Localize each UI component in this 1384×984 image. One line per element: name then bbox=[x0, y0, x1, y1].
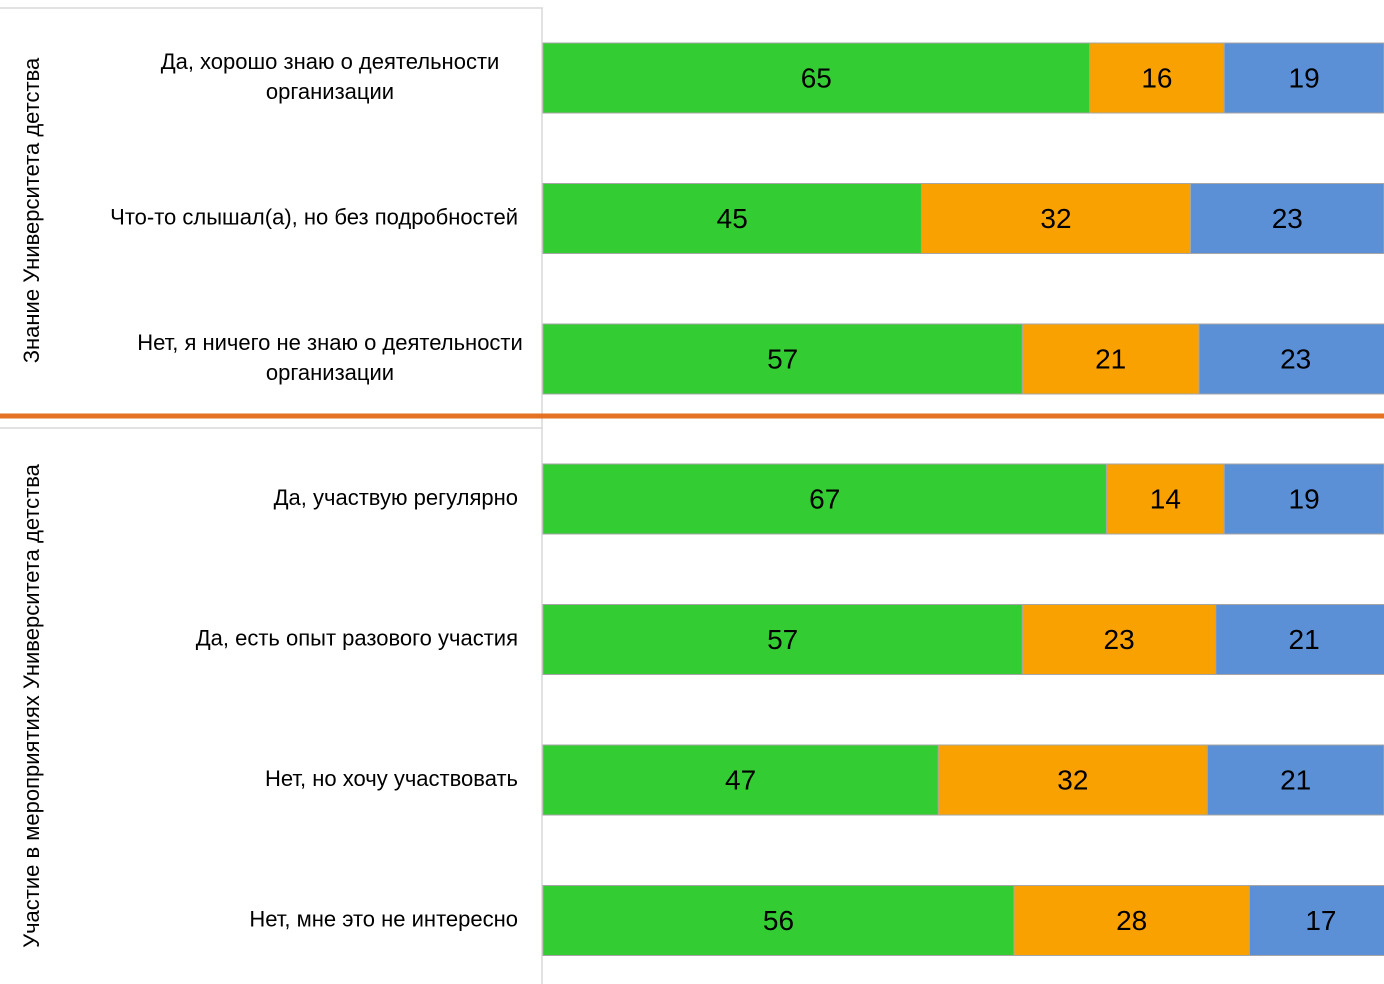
bar-segment-g1-r1-s3 bbox=[1223, 42, 1384, 114]
bar-segment-g2-r4-s3 bbox=[1248, 885, 1384, 956]
bar-segment-g1-r3-s3 bbox=[1198, 323, 1384, 395]
value-label-g2-r1-s1: 67 bbox=[809, 484, 840, 515]
value-label-g2-r4-s2: 28 bbox=[1116, 905, 1147, 936]
category-label-g1-1: Да, хорошо знаю о деятельности организаци… bbox=[161, 49, 500, 104]
bar-segment-g2-r2-s2 bbox=[1021, 604, 1217, 675]
bar-segment-g1-r3-s1 bbox=[542, 323, 1023, 395]
value-label-g1-r3-s3: 23 bbox=[1280, 344, 1311, 375]
chart-frame bbox=[0, 7, 1384, 984]
category-label-g2-3: Нет, но хочу участвовать bbox=[265, 766, 518, 791]
value-label-g1-r2-s1: 45 bbox=[717, 203, 748, 234]
group-label-2: Участие в мероприятиях Университета детс… bbox=[19, 463, 44, 948]
bar-segment-g2-r1-s1 bbox=[542, 463, 1107, 535]
bars-layer bbox=[542, 42, 1384, 956]
category-label-g2-1: Да, участвую регулярно bbox=[274, 485, 518, 510]
value-label-g1-r3-s1: 57 bbox=[767, 344, 798, 375]
bar-segment-g1-r1-s1 bbox=[542, 42, 1091, 114]
bar-segment-g2-r1-s3 bbox=[1223, 463, 1384, 535]
value-label-g2-r3-s1: 47 bbox=[725, 765, 756, 796]
bar-segment-g1-r2-s3 bbox=[1190, 183, 1384, 254]
bar-segment-g1-r1-s2 bbox=[1089, 42, 1225, 114]
value-label-g1-r2-s3: 23 bbox=[1272, 203, 1303, 234]
value-label-g1-r1-s1: 65 bbox=[801, 63, 832, 94]
bar-segment-g1-r2-s1 bbox=[542, 183, 922, 254]
labels-layer: Знание Университета детства Да, хорошо зн… bbox=[19, 49, 1337, 948]
value-label-g2-r2-s2: 23 bbox=[1104, 624, 1135, 655]
bar-segment-g2-r4-s2 bbox=[1013, 885, 1250, 956]
value-label-g2-r4-s3: 17 bbox=[1305, 905, 1336, 936]
bar-segment-g2-r3-s1 bbox=[542, 744, 939, 816]
category-label-g1-2: Что-то слышал(а), но без подробностей bbox=[110, 204, 518, 229]
value-label-g2-r4-s1: 56 bbox=[763, 905, 794, 936]
bar-segment-g2-r2-s1 bbox=[542, 604, 1023, 675]
value-label-g2-r3-s2: 32 bbox=[1057, 765, 1088, 796]
bar-segment-g2-r3-s3 bbox=[1206, 744, 1384, 816]
bar-segment-g1-r2-s2 bbox=[920, 183, 1192, 254]
bar-segment-g2-r2-s3 bbox=[1215, 604, 1384, 675]
value-label-g2-r1-s3: 19 bbox=[1289, 484, 1320, 515]
category-label-g2-2: Да, есть опыт разового участия bbox=[196, 625, 518, 650]
group-label-1: Знание Университета детства bbox=[19, 57, 44, 363]
value-label-g1-r1-s2: 16 bbox=[1141, 63, 1172, 94]
value-label-g2-r2-s1: 57 bbox=[767, 624, 798, 655]
bar-segment-g2-r3-s2 bbox=[937, 744, 1208, 816]
category-label-g1-3: Нет, я ничего не знаю о деятельности орга… bbox=[137, 330, 523, 385]
value-label-g2-r2-s3: 21 bbox=[1289, 624, 1320, 655]
category-label-g2-4: Нет, мне это не интересно bbox=[249, 906, 518, 931]
value-label-g1-r2-s2: 32 bbox=[1040, 203, 1071, 234]
value-label-g2-r3-s3: 21 bbox=[1280, 765, 1311, 796]
value-label-g1-r3-s2: 21 bbox=[1095, 344, 1126, 375]
value-label-g1-r1-s3: 19 bbox=[1289, 63, 1320, 94]
bar-segment-g2-r4-s1 bbox=[542, 885, 1015, 956]
value-label-g2-r1-s2: 14 bbox=[1150, 484, 1181, 515]
